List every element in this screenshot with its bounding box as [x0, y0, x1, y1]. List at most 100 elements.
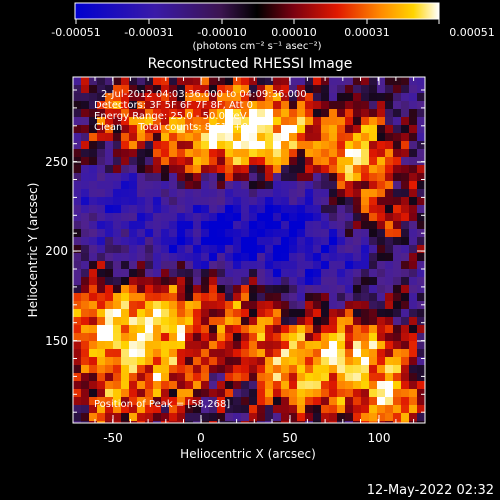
image-pixel [201, 381, 210, 390]
image-pixel [201, 157, 210, 166]
image-pixel [401, 357, 410, 366]
image-pixel [321, 373, 330, 382]
image-pixel [289, 269, 298, 278]
image-pixel [353, 125, 362, 134]
image-pixel [137, 189, 146, 198]
image-pixel [305, 373, 314, 382]
image-pixel [377, 277, 386, 286]
image-pixel [145, 309, 154, 318]
image-pixel [73, 133, 82, 142]
image-pixel [225, 365, 234, 374]
image-pixel [361, 253, 370, 262]
image-pixel [161, 365, 170, 374]
image-pixel [145, 221, 154, 230]
image-pixel [345, 421, 354, 430]
image-pixel [377, 133, 386, 142]
image-pixel [305, 325, 314, 334]
image-pixel [369, 253, 378, 262]
image-pixel [345, 85, 354, 94]
image-pixel [145, 173, 154, 182]
image-pixel [353, 165, 362, 174]
image-pixel [393, 405, 402, 414]
image-pixel [233, 133, 242, 142]
image-pixel [185, 229, 194, 238]
image-pixel [73, 269, 82, 278]
image-pixel [177, 277, 186, 286]
image-pixel [273, 277, 282, 286]
image-pixel [377, 125, 386, 134]
image-pixel [105, 173, 114, 182]
image-pixel [225, 309, 234, 318]
x-axis-label: Heliocentric X (arcsec) [180, 447, 316, 461]
image-pixel [241, 285, 250, 294]
image-pixel [281, 309, 290, 318]
image-pixel [97, 245, 106, 254]
image-pixel [257, 133, 266, 142]
image-pixel [169, 165, 178, 174]
image-pixel [361, 189, 370, 198]
image-pixel [241, 165, 250, 174]
image-pixel [281, 165, 290, 174]
image-pixel [257, 421, 266, 430]
image-pixel [185, 181, 194, 190]
image-pixel [297, 397, 306, 406]
image-pixel [129, 133, 138, 142]
image-pixel [361, 125, 370, 134]
image-pixel [81, 221, 90, 230]
image-pixel [201, 357, 210, 366]
image-pixel [209, 141, 218, 150]
image-pixel [361, 301, 370, 310]
image-pixel [177, 229, 186, 238]
image-pixel [137, 221, 146, 230]
image-pixel [409, 397, 418, 406]
image-pixel [393, 317, 402, 326]
image-pixel [169, 341, 178, 350]
image-pixel [377, 189, 386, 198]
image-pixel [297, 125, 306, 134]
image-pixel [409, 237, 418, 246]
image-pixel [121, 133, 130, 142]
image-pixel [89, 381, 98, 390]
image-pixel [369, 317, 378, 326]
image-pixel [385, 157, 394, 166]
image-pixel [105, 269, 114, 278]
image-pixel [105, 165, 114, 174]
image-pixel [81, 237, 90, 246]
image-pixel [273, 333, 282, 342]
image-pixel [385, 421, 394, 430]
image-pixel [305, 237, 314, 246]
image-pixel [345, 109, 354, 118]
image-pixel [233, 149, 242, 158]
image-pixel [289, 165, 298, 174]
image-pixel [321, 173, 330, 182]
image-pixel [321, 253, 330, 262]
image-pixel [409, 333, 418, 342]
image-pixel [249, 405, 258, 414]
image-pixel [297, 173, 306, 182]
image-pixel [257, 373, 266, 382]
image-pixel [369, 213, 378, 222]
image-pixel [241, 221, 250, 230]
image-pixel [233, 325, 242, 334]
image-pixel [241, 365, 250, 374]
image-pixel [153, 237, 162, 246]
image-pixel [225, 357, 234, 366]
image-pixel [281, 117, 290, 126]
image-pixel [89, 85, 98, 94]
image-pixel [121, 165, 130, 174]
image-pixel [329, 285, 338, 294]
image-pixel [305, 213, 314, 222]
image-pixel [217, 165, 226, 174]
image-pixel [201, 341, 210, 350]
image-pixel [329, 269, 338, 278]
image-pixel [225, 325, 234, 334]
image-pixel [353, 181, 362, 190]
image-pixel [153, 189, 162, 198]
image-pixel [225, 181, 234, 190]
image-pixel [281, 189, 290, 198]
image-pixel [385, 285, 394, 294]
image-pixel [265, 285, 274, 294]
image-pixel [241, 197, 250, 206]
image-pixel [257, 333, 266, 342]
image-pixel [297, 325, 306, 334]
